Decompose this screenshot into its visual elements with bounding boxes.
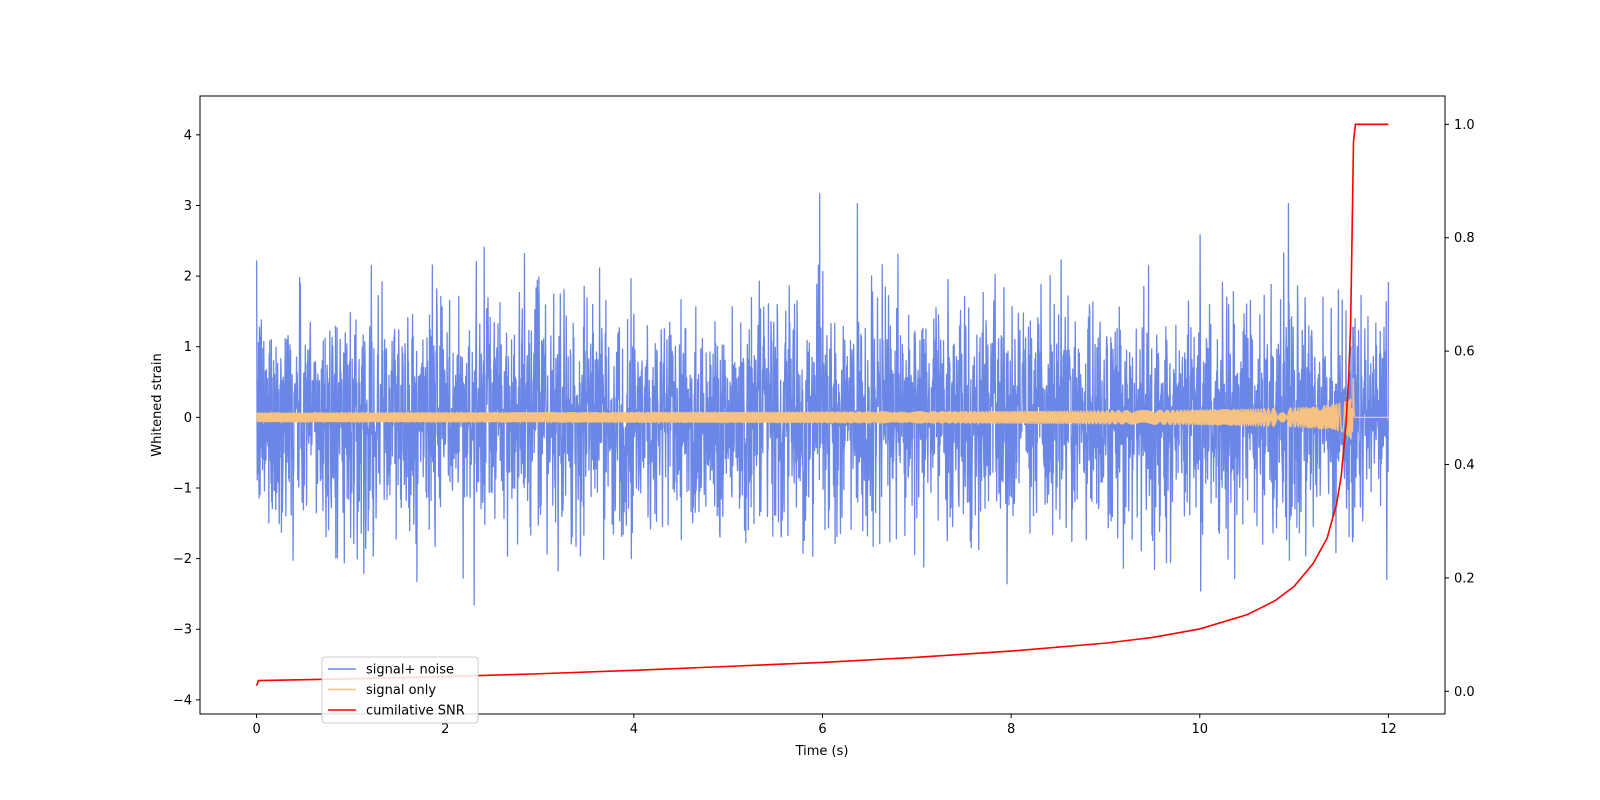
y-tick-label: −2 <box>173 552 192 567</box>
y-axis-left: −4 −3 −2 −1 0 1 2 3 4 <box>173 128 200 708</box>
y2-tick-label: 0.0 <box>1454 685 1475 700</box>
y2-tick-label: 0.8 <box>1454 231 1475 246</box>
y-tick-label: −3 <box>173 623 192 638</box>
series-signal-noise-line <box>255 192 1390 606</box>
x-tick-label: 8 <box>1007 722 1015 737</box>
y-tick-label: 3 <box>184 199 192 214</box>
x-tick-label: 10 <box>1191 722 1208 737</box>
y2-tick-label: 0.4 <box>1454 458 1475 473</box>
y-tick-label: 1 <box>184 340 192 355</box>
legend-label: cumilative SNR <box>366 704 465 719</box>
y2-tick-label: 0.6 <box>1454 345 1475 360</box>
x-tick-label: 0 <box>252 722 260 737</box>
y-tick-label: 0 <box>184 411 192 426</box>
y2-tick-label: 0.2 <box>1454 571 1475 586</box>
x-tick-label: 6 <box>818 722 826 737</box>
y-tick-label: 2 <box>184 270 192 285</box>
y-tick-label: −1 <box>173 481 192 496</box>
legend-label: signal+ noise <box>366 663 454 678</box>
legend-box <box>321 656 479 724</box>
series-layer <box>255 123 1390 686</box>
y-tick-label: −4 <box>173 693 192 708</box>
x-axis-label: Time (s) <box>795 744 849 759</box>
series-cumulative-snr-line <box>255 123 1389 686</box>
y-axis-label: Whitened strain <box>150 353 165 456</box>
legend-label: signal only <box>366 683 436 698</box>
legend: signal+ noise signal only cumilative SNR <box>321 656 479 724</box>
y-axis-right: 0.0 0.2 0.4 0.6 0.8 1.0 <box>1445 118 1475 700</box>
y-tick-label: 4 <box>184 128 192 143</box>
x-tick-label: 4 <box>630 722 638 737</box>
x-tick-label: 2 <box>441 722 449 737</box>
x-tick-label: 12 <box>1380 722 1397 737</box>
series-signal-only-line <box>255 378 1389 440</box>
y2-tick-label: 1.0 <box>1454 118 1475 133</box>
